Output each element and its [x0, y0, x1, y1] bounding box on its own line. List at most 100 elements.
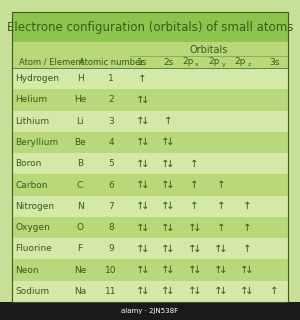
Text: C: C: [77, 180, 83, 189]
Text: ↓: ↓: [141, 286, 149, 296]
Text: ↑: ↑: [270, 286, 278, 296]
Text: alamy · 2JN538F: alamy · 2JN538F: [122, 308, 178, 314]
Text: ↑: ↑: [243, 222, 251, 233]
Text: ↓: ↓: [193, 286, 201, 296]
Text: ↑: ↑: [161, 222, 170, 233]
Text: ↓: ↓: [166, 180, 175, 190]
Text: Atom / Element: Atom / Element: [20, 58, 85, 67]
Text: 5: 5: [108, 159, 114, 168]
Text: 2p: 2p: [235, 57, 246, 66]
Text: 2s: 2s: [163, 58, 173, 67]
Text: 7: 7: [108, 202, 114, 211]
Text: Oxygen: Oxygen: [15, 223, 50, 232]
Text: ↓: ↓: [166, 222, 175, 233]
Text: ↑: ↑: [190, 180, 199, 190]
Text: ↑: ↑: [161, 138, 170, 148]
Text: ↓: ↓: [141, 180, 149, 190]
Text: ↑: ↑: [217, 222, 225, 233]
Text: He: He: [74, 95, 86, 104]
Text: ↑: ↑: [243, 244, 251, 254]
Text: Carbon: Carbon: [15, 180, 47, 189]
Bar: [12, 153, 288, 174]
Text: Fluorine: Fluorine: [15, 244, 52, 253]
Text: ↓: ↓: [166, 201, 175, 211]
Text: ↓: ↓: [141, 244, 149, 254]
Text: ↑: ↑: [136, 201, 144, 211]
Text: 8: 8: [108, 223, 114, 232]
Bar: [12, 12, 288, 42]
Text: ↑: ↑: [136, 138, 144, 148]
Text: 3s: 3s: [269, 58, 279, 67]
Text: ↑: ↑: [136, 265, 144, 275]
Text: ↑: ↑: [161, 265, 170, 275]
Text: Boron: Boron: [15, 159, 41, 168]
Text: ↑: ↑: [188, 286, 196, 296]
Text: ↓: ↓: [193, 265, 201, 275]
Bar: [12, 89, 288, 110]
Text: ↑: ↑: [161, 201, 170, 211]
Text: Ne: Ne: [74, 266, 86, 275]
Text: Atomic number: Atomic number: [79, 58, 143, 67]
Text: ↓: ↓: [193, 222, 201, 233]
Text: ↓: ↓: [166, 159, 175, 169]
Text: Orbitals: Orbitals: [190, 45, 228, 55]
Text: ↓: ↓: [219, 244, 228, 254]
Text: ↑: ↑: [243, 201, 251, 211]
Text: ↑: ↑: [188, 222, 196, 233]
Text: z: z: [248, 61, 251, 67]
Text: F: F: [77, 244, 83, 253]
Text: y: y: [221, 61, 225, 67]
Text: Hydrogen: Hydrogen: [15, 74, 59, 83]
Text: ↑: ↑: [136, 222, 144, 233]
Text: ↓: ↓: [141, 222, 149, 233]
Text: ↓: ↓: [141, 159, 149, 169]
Bar: [12, 217, 288, 238]
Text: ↑: ↑: [136, 286, 144, 296]
Bar: [12, 68, 288, 89]
Bar: [12, 260, 288, 281]
Text: ↓: ↓: [141, 116, 149, 126]
Text: Neon: Neon: [15, 266, 39, 275]
Text: ↓: ↓: [193, 244, 201, 254]
Text: ↑: ↑: [161, 286, 170, 296]
Text: ↓: ↓: [245, 265, 254, 275]
Text: ↑: ↑: [190, 201, 199, 211]
Text: 1: 1: [108, 74, 114, 83]
Text: ↑: ↑: [240, 265, 249, 275]
Text: ↑: ↑: [214, 265, 223, 275]
Text: 2p: 2p: [208, 57, 220, 66]
Text: 9: 9: [108, 244, 114, 253]
Text: ↓: ↓: [245, 286, 254, 296]
Text: ↓: ↓: [166, 244, 175, 254]
Text: ↓: ↓: [166, 286, 175, 296]
Text: ↓: ↓: [219, 265, 228, 275]
Text: Helium: Helium: [15, 95, 47, 104]
Text: Beryllium: Beryllium: [15, 138, 58, 147]
Text: ↑: ↑: [217, 201, 225, 211]
Text: H: H: [76, 74, 83, 83]
Bar: [0, 302, 300, 320]
Text: Be: Be: [74, 138, 86, 147]
Text: Electrone configuration (orbitals) of small atoms: Electrone configuration (orbitals) of sm…: [7, 20, 293, 34]
Text: 3: 3: [108, 117, 114, 126]
Text: ↓: ↓: [166, 138, 175, 148]
Text: ↓: ↓: [141, 265, 149, 275]
Text: O: O: [76, 223, 83, 232]
Text: ↑: ↑: [136, 95, 144, 105]
Text: 10: 10: [105, 266, 117, 275]
Text: 11: 11: [105, 287, 117, 296]
Text: ↑: ↑: [161, 159, 170, 169]
Text: ↑: ↑: [214, 244, 223, 254]
Text: 2: 2: [108, 95, 114, 104]
Text: ↑: ↑: [161, 180, 170, 190]
Text: 1s: 1s: [137, 58, 148, 67]
Text: ↑: ↑: [161, 244, 170, 254]
Text: 6: 6: [108, 180, 114, 189]
Text: ↑: ↑: [188, 265, 196, 275]
Text: Na: Na: [74, 287, 86, 296]
Text: ↑: ↑: [214, 286, 223, 296]
Text: ↑: ↑: [217, 180, 225, 190]
Text: B: B: [77, 159, 83, 168]
Text: ↓: ↓: [141, 138, 149, 148]
Text: 2p: 2p: [182, 57, 194, 66]
